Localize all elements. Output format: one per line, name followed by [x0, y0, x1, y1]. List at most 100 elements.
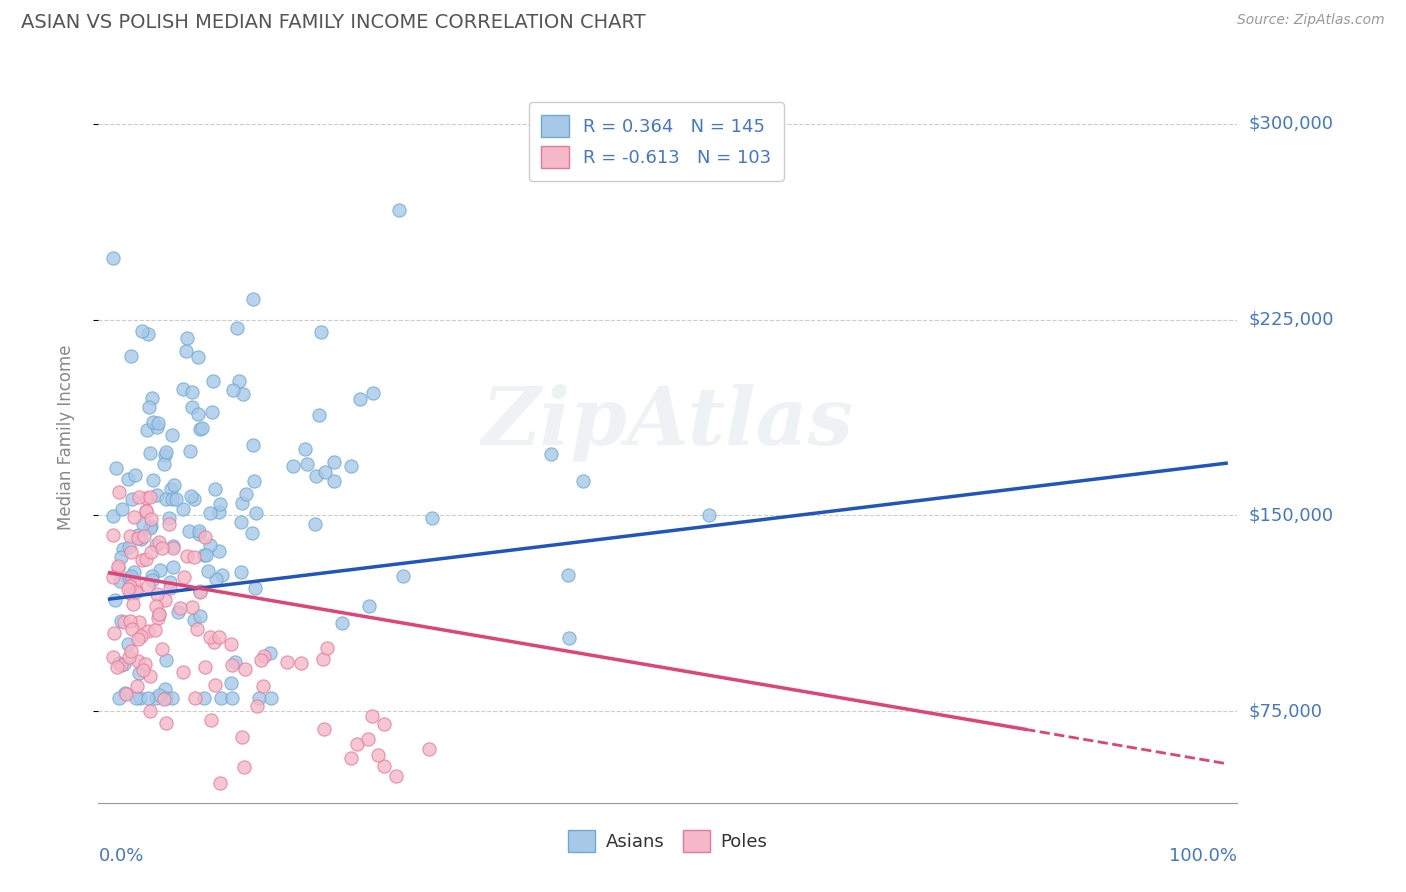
Point — [148, 607, 170, 621]
Point — [129, 691, 152, 706]
Point — [148, 610, 170, 624]
Point — [155, 491, 177, 506]
Point — [180, 489, 202, 503]
Point — [304, 516, 326, 531]
Point — [139, 545, 162, 559]
Point — [283, 458, 305, 473]
Text: ASIAN VS POLISH MEDIAN FAMILY INCOME CORRELATION CHART: ASIAN VS POLISH MEDIAN FAMILY INCOME COR… — [21, 13, 645, 32]
Point — [245, 581, 267, 595]
Point — [145, 587, 167, 601]
Point — [107, 560, 129, 574]
Point — [118, 540, 141, 554]
Point — [373, 759, 395, 773]
Point — [226, 321, 249, 335]
Point — [373, 716, 395, 731]
Point — [221, 657, 243, 672]
Point — [201, 375, 224, 389]
Point — [242, 438, 264, 452]
Point — [489, 809, 512, 823]
Point — [169, 600, 191, 615]
Point — [136, 424, 159, 438]
Point — [330, 616, 353, 631]
Point — [290, 656, 312, 670]
Point — [111, 501, 134, 516]
Point — [124, 691, 146, 706]
Point — [699, 508, 721, 522]
Point — [110, 614, 132, 628]
Point — [125, 679, 148, 693]
Point — [120, 585, 142, 599]
Point — [117, 582, 139, 596]
Point — [145, 599, 167, 614]
Point — [110, 658, 132, 673]
Text: 0.0%: 0.0% — [98, 847, 143, 864]
Point — [142, 473, 165, 487]
Point — [145, 420, 167, 434]
Point — [232, 759, 254, 773]
Point — [120, 644, 142, 658]
Point — [105, 461, 128, 475]
Point — [127, 531, 149, 545]
Point — [124, 583, 146, 598]
Point — [138, 400, 160, 414]
Point — [101, 252, 124, 266]
Point — [240, 526, 263, 541]
Point — [153, 457, 176, 471]
Point — [150, 642, 173, 657]
Point — [138, 491, 160, 505]
Point — [208, 630, 231, 644]
Point — [120, 579, 142, 593]
Point — [356, 731, 378, 746]
Point — [312, 652, 335, 666]
Point — [125, 584, 148, 599]
Point — [194, 530, 217, 544]
Point — [101, 508, 124, 523]
Point — [204, 572, 226, 586]
Point — [134, 529, 156, 543]
Point — [204, 678, 226, 692]
Point — [103, 626, 125, 640]
Point — [141, 574, 163, 588]
Point — [183, 550, 205, 565]
Point — [180, 384, 202, 399]
Point — [114, 686, 136, 700]
Point — [155, 444, 177, 458]
Point — [121, 623, 143, 637]
Point — [224, 655, 246, 669]
Point — [176, 331, 198, 345]
Point — [120, 349, 142, 363]
Point — [252, 679, 274, 693]
Point — [153, 692, 176, 706]
Point — [208, 505, 231, 519]
Y-axis label: Median Family Income: Median Family Income — [56, 344, 75, 530]
Point — [143, 623, 166, 637]
Point — [232, 386, 254, 401]
Point — [142, 415, 165, 429]
Point — [190, 608, 212, 623]
Point — [188, 584, 211, 599]
Point — [183, 613, 205, 627]
Point — [314, 723, 336, 737]
Point — [132, 663, 155, 677]
Point — [323, 474, 346, 488]
Point — [103, 593, 125, 607]
Point — [148, 688, 170, 702]
Point — [155, 593, 177, 607]
Point — [136, 624, 159, 639]
Point — [172, 665, 194, 679]
Point — [231, 496, 253, 510]
Point — [114, 687, 136, 701]
Point — [150, 541, 173, 555]
Point — [211, 567, 233, 582]
Point — [121, 491, 143, 506]
Point — [208, 543, 231, 558]
Point — [155, 691, 177, 706]
Point — [128, 666, 150, 681]
Point — [132, 516, 155, 531]
Point — [174, 343, 197, 358]
Point — [231, 730, 253, 744]
Text: $150,000: $150,000 — [1249, 507, 1333, 524]
Point — [384, 769, 406, 783]
Point — [349, 392, 371, 406]
Point — [221, 691, 243, 706]
